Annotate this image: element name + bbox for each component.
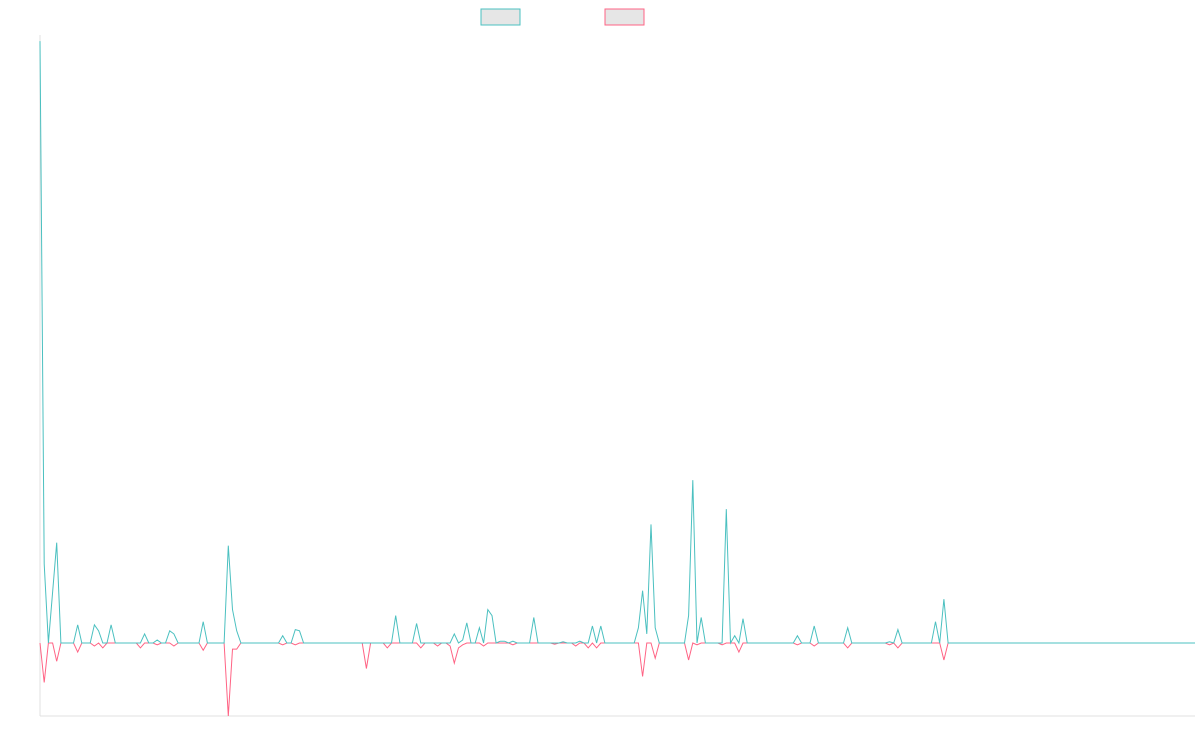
axes bbox=[39, 35, 1195, 717]
legend[interactable] bbox=[480, 8, 645, 26]
series-layer bbox=[39, 41, 1195, 717]
legend-item-series-1[interactable] bbox=[480, 8, 521, 26]
series-line-1 bbox=[39, 41, 1195, 645]
legend-item-series-2[interactable] bbox=[604, 8, 645, 26]
series-line-2 bbox=[39, 642, 1195, 717]
